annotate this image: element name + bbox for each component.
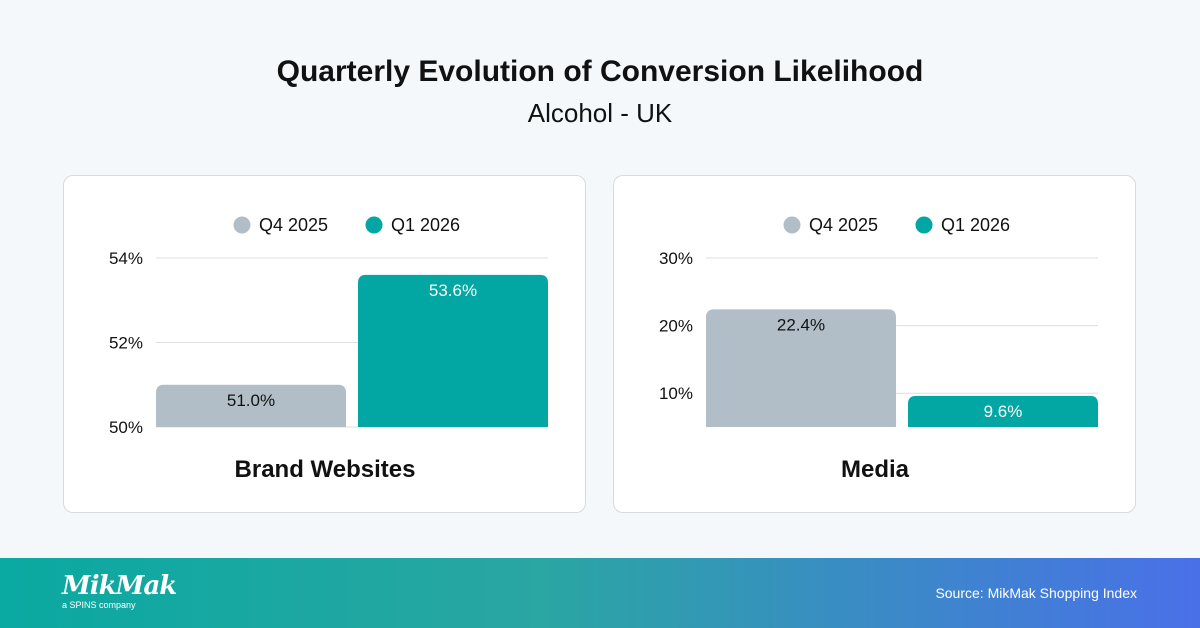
- y-tick-label: 10%: [659, 384, 693, 403]
- chart-media: Q4 2025 Q1 2026 10% 20% 30% 22.4% 9.6% Media: [659, 215, 1098, 483]
- chart-brand-websites: Q4 2025 Q1 2026 50% 52% 54% 51.0% 53.6% Brand W…: [109, 215, 548, 483]
- y-tick-label: 30%: [659, 249, 693, 268]
- bar: [156, 384, 346, 427]
- legend-label: Q1 2026: [941, 215, 1010, 235]
- legend-marker: [233, 216, 251, 234]
- y-tick-label: 50%: [109, 418, 143, 437]
- y-tick-label: 54%: [109, 249, 143, 268]
- mikmak-logo: MikMak a SPINS company: [62, 571, 177, 610]
- legend-label: Q4 2025: [809, 215, 878, 235]
- legend-marker: [783, 216, 801, 234]
- data-label: 51.0%: [227, 391, 275, 410]
- data-label: 22.4%: [777, 315, 825, 334]
- chart-title: Media: [841, 456, 910, 483]
- page-title: Quarterly Evolution of Conversion Likeli…: [276, 55, 924, 88]
- legend-label: Q4 2025: [259, 215, 328, 235]
- y-tick-label: 52%: [109, 334, 143, 353]
- chart-card-media: Q4 2025 Q1 2026 10% 20% 30% 22.4% 9.6% Media: [613, 175, 1136, 513]
- bar: [908, 395, 1098, 427]
- page-subtitle: Alcohol - UK: [527, 98, 673, 128]
- legend-marker: [915, 216, 933, 234]
- bar: [706, 309, 896, 427]
- chart-card-brand-websites: Q4 2025 Q1 2026 50% 52% 54% 51.0% 53.6% Brand W…: [63, 175, 586, 513]
- data-label: 53.6%: [429, 281, 477, 300]
- legend-label: Q1 2026: [391, 215, 460, 235]
- source-note: Source: MikMak Shopping Index: [935, 585, 1137, 601]
- bar: [358, 274, 548, 427]
- chart-title: Brand Websites: [235, 456, 416, 483]
- data-label: 9.6%: [984, 402, 1023, 421]
- y-tick-label: 20%: [659, 317, 693, 336]
- footer: MikMak a SPINS company Source: MikMak Sh…: [0, 558, 1200, 628]
- legend-marker: [365, 216, 383, 234]
